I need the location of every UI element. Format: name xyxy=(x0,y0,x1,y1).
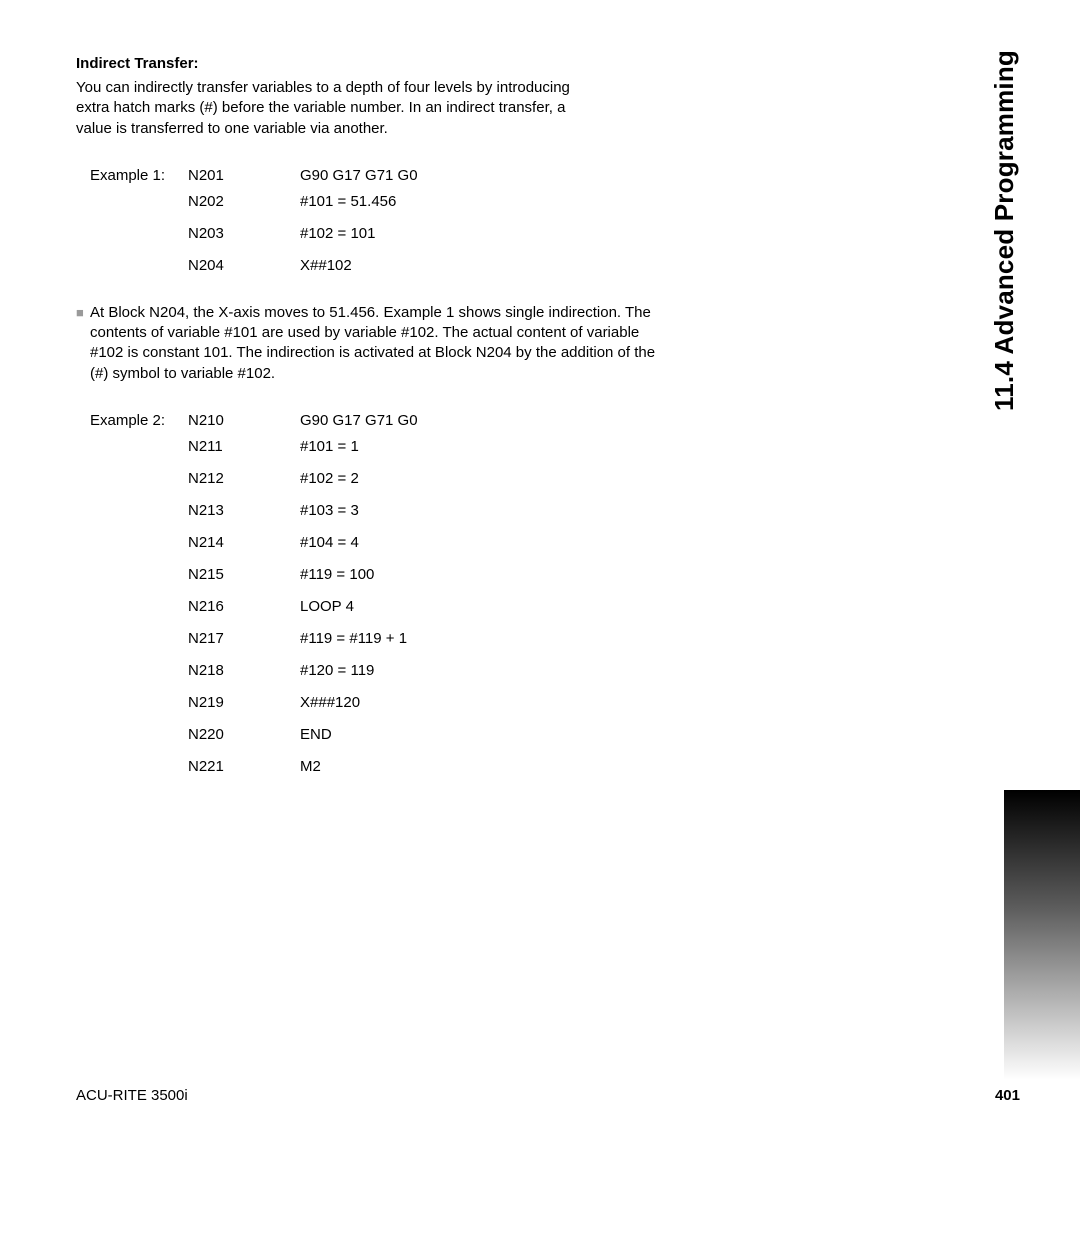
block-number: N210 xyxy=(188,412,300,430)
side-thumb-gradient xyxy=(1004,790,1080,1080)
section-heading: Indirect Transfer: xyxy=(76,55,1004,72)
code-text: #119 = #119 + 1 xyxy=(300,630,1004,648)
code-row: N212 #102 = 2 xyxy=(90,470,1004,488)
note-text: At Block N204, the X-axis moves to 51.45… xyxy=(90,303,656,384)
code-row: N203 #102 = 101 xyxy=(90,225,1004,243)
code-row: N211 #101 = 1 xyxy=(90,438,1004,456)
page-footer: ACU-RITE 3500i 401 xyxy=(76,1087,1020,1104)
block-number: N213 xyxy=(188,502,300,520)
code-row: N216 LOOP 4 xyxy=(90,598,1004,616)
code-text: #102 = 2 xyxy=(300,470,1004,488)
code-row: N204 X##102 xyxy=(90,257,1004,275)
example-label: Example 2: xyxy=(90,412,188,430)
code-row: N202 #101 = 51.456 xyxy=(90,193,1004,211)
block-number: N204 xyxy=(188,257,300,275)
code-row: N218 #120 = 119 xyxy=(90,662,1004,680)
bullet-icon: ■ xyxy=(76,303,90,384)
block-number: N202 xyxy=(188,193,300,211)
code-text: LOOP 4 xyxy=(300,598,1004,616)
footer-product: ACU-RITE 3500i xyxy=(76,1087,188,1104)
block-number: N203 xyxy=(188,225,300,243)
code-row: Example 1: N201 G90 G17 G71 G0 xyxy=(90,167,1004,185)
example-label: Example 1: xyxy=(90,167,188,185)
code-row: N221 M2 xyxy=(90,758,1004,776)
code-text: #103 = 3 xyxy=(300,502,1004,520)
example-2-block: Example 2: N210 G90 G17 G71 G0 N211 #101… xyxy=(90,412,1004,776)
block-number: N219 xyxy=(188,694,300,712)
code-text: G90 G17 G71 G0 xyxy=(300,167,1004,185)
block-number: N217 xyxy=(188,630,300,648)
block-number: N214 xyxy=(188,534,300,552)
code-text: END xyxy=(300,726,1004,744)
code-text: G90 G17 G71 G0 xyxy=(300,412,1004,430)
side-section-label: 11.4 Advanced Programming xyxy=(989,50,1020,411)
code-text: X###120 xyxy=(300,694,1004,712)
code-text: X##102 xyxy=(300,257,1004,275)
code-text: #102 = 101 xyxy=(300,225,1004,243)
page-number: 401 xyxy=(995,1087,1020,1104)
code-row: N215 #119 = 100 xyxy=(90,566,1004,584)
page: Indirect Transfer: You can indirectly tr… xyxy=(0,0,1080,1234)
block-number: N220 xyxy=(188,726,300,744)
code-text: #120 = 119 xyxy=(300,662,1004,680)
note-block: ■ At Block N204, the X-axis moves to 51.… xyxy=(76,303,656,384)
intro-paragraph: You can indirectly transfer variables to… xyxy=(76,78,596,139)
code-row: N220 END xyxy=(90,726,1004,744)
block-number: N218 xyxy=(188,662,300,680)
example-1-block: Example 1: N201 G90 G17 G71 G0 N202 #101… xyxy=(90,167,1004,275)
block-number: N221 xyxy=(188,758,300,776)
code-row: N213 #103 = 3 xyxy=(90,502,1004,520)
code-row: N214 #104 = 4 xyxy=(90,534,1004,552)
block-number: N201 xyxy=(188,167,300,185)
code-row: N217 #119 = #119 + 1 xyxy=(90,630,1004,648)
code-text: #104 = 4 xyxy=(300,534,1004,552)
block-number: N211 xyxy=(188,438,300,456)
block-number: N216 xyxy=(188,598,300,616)
block-number: N215 xyxy=(188,566,300,584)
code-row: N219 X###120 xyxy=(90,694,1004,712)
code-text: M2 xyxy=(300,758,1004,776)
block-number: N212 xyxy=(188,470,300,488)
code-text: #101 = 1 xyxy=(300,438,1004,456)
code-row: Example 2: N210 G90 G17 G71 G0 xyxy=(90,412,1004,430)
code-text: #119 = 100 xyxy=(300,566,1004,584)
code-text: #101 = 51.456 xyxy=(300,193,1004,211)
